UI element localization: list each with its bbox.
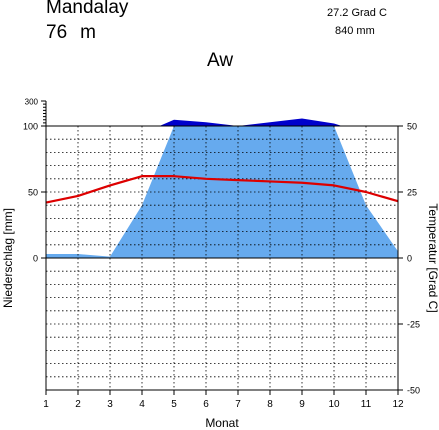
- precipitation-tick-label: 0: [33, 254, 38, 264]
- precipitation-excess-area: [206, 122, 238, 126]
- mean-temperature: 27.2 Grad C: [327, 7, 387, 19]
- precipitation-tick-label: 50: [28, 188, 38, 198]
- annual-precipitation: 840 mm: [335, 25, 375, 37]
- temperature-tick-label: 50: [407, 122, 417, 132]
- temperature-tick-label: -50: [407, 386, 420, 396]
- x-tick-label: 6: [203, 399, 209, 410]
- elevation-value: 76: [46, 22, 68, 43]
- x-tick-label: 11: [361, 399, 372, 410]
- x-tick-label: 5: [171, 399, 177, 410]
- station-name: Mandalay: [46, 0, 129, 18]
- precipitation-tick-label: 100: [23, 122, 38, 132]
- precipitation-excess-area: [270, 118, 302, 126]
- precipitation-excess-area: [174, 119, 206, 126]
- precipitation-excess-area: [238, 122, 270, 126]
- x-axis-label: Monat: [205, 416, 239, 430]
- x-tick-label: 12: [392, 399, 404, 410]
- temperature-tick-label: 25: [407, 188, 417, 198]
- x-tick-label: 4: [139, 399, 145, 410]
- y-axis-label-left: Niederschlag [mm]: [1, 208, 15, 308]
- y-axis-label-right: Temperatur [Grad C]: [426, 203, 439, 312]
- x-tick-label: 1: [43, 399, 49, 410]
- elevation-unit: m: [80, 22, 96, 43]
- precipitation-excess-area: [302, 118, 334, 126]
- x-tick-label: 9: [299, 399, 305, 410]
- climate-classification: Aw: [207, 50, 234, 71]
- x-tick-label: 7: [235, 399, 241, 410]
- temperature-line: [45, 175, 399, 204]
- precipitation-excess-area: [159, 119, 174, 126]
- precipitation-tick-label: 300: [25, 98, 39, 107]
- x-tick-label: 2: [75, 399, 81, 410]
- x-tick-label: 3: [107, 399, 113, 410]
- temperature-tick-label: -25: [407, 320, 420, 330]
- station-elevation: 76 m: [46, 22, 96, 44]
- x-tick-label: 10: [328, 399, 340, 410]
- precipitation-excess-area: [334, 123, 342, 126]
- temperature-tick-label: 0: [407, 254, 412, 264]
- x-tick-label: 8: [267, 399, 273, 410]
